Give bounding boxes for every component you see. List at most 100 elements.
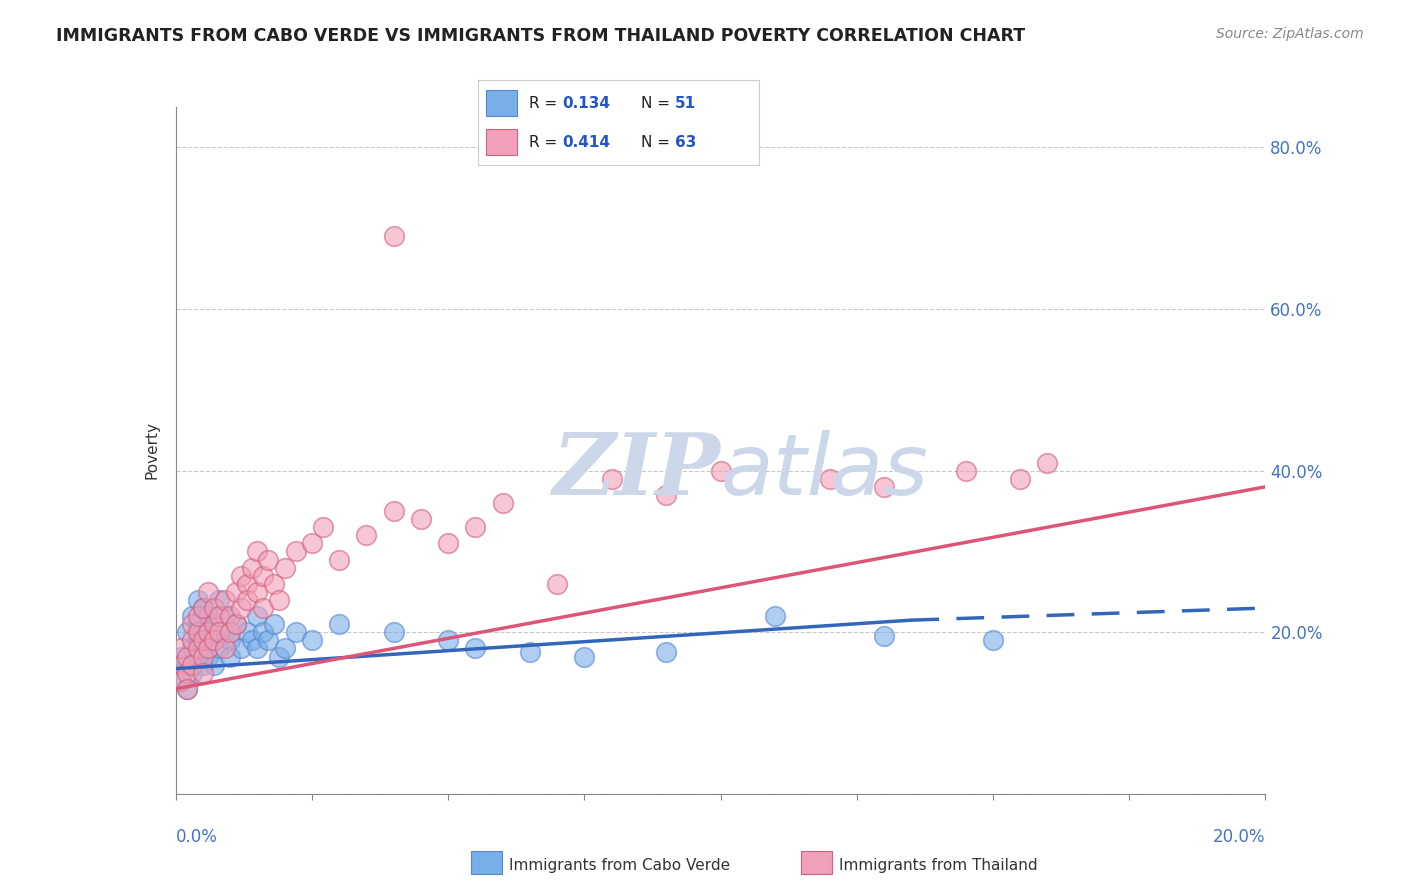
Text: 0.414: 0.414 (562, 135, 610, 150)
Point (214, 593, 236, 607)
Point (274, 560, 297, 574)
Point (519, 645, 541, 659)
Point (231, 601, 253, 615)
Point (1010, 472, 1032, 486)
Point (197, 625, 219, 640)
Text: 51: 51 (675, 95, 696, 111)
FancyBboxPatch shape (486, 129, 517, 155)
Point (246, 609, 269, 624)
Point (208, 609, 231, 624)
Point (464, 520, 486, 534)
Point (409, 512, 432, 526)
Point (170, 657, 193, 672)
Text: ZIP: ZIP (553, 429, 721, 513)
Point (246, 641, 269, 656)
Point (191, 601, 214, 615)
Text: 0.0%: 0.0% (176, 828, 218, 847)
Point (763, 609, 786, 624)
Point (197, 649, 219, 664)
Point (225, 585, 247, 599)
Point (1036, 456, 1059, 470)
Point (176, 681, 198, 696)
Point (252, 568, 274, 582)
Point (219, 609, 242, 624)
Point (655, 488, 678, 502)
Point (219, 649, 242, 664)
Point (181, 617, 204, 632)
Point (197, 585, 219, 599)
Point (246, 544, 269, 558)
Point (219, 625, 242, 640)
Point (235, 625, 257, 640)
Point (328, 552, 350, 566)
Point (181, 641, 204, 656)
Point (263, 576, 285, 591)
FancyBboxPatch shape (486, 90, 517, 116)
Point (208, 625, 231, 640)
Text: IMMIGRANTS FROM CABO VERDE VS IMMIGRANTS FROM THAILAND POVERTY CORRELATION CHART: IMMIGRANTS FROM CABO VERDE VS IMMIGRANTS… (56, 27, 1025, 45)
Point (312, 520, 335, 534)
Point (197, 609, 219, 624)
Point (382, 229, 405, 244)
Point (219, 633, 242, 648)
Point (873, 629, 896, 643)
Text: Source: ZipAtlas.com: Source: ZipAtlas.com (1216, 27, 1364, 41)
Point (269, 649, 291, 664)
Point (186, 641, 209, 656)
Point (269, 593, 291, 607)
Point (655, 645, 678, 659)
Point (181, 665, 204, 680)
Point (202, 601, 225, 615)
Point (208, 641, 231, 656)
Point (170, 641, 193, 656)
Text: 63: 63 (675, 135, 696, 150)
Text: R =: R = (529, 135, 562, 150)
Point (492, 496, 515, 510)
Point (257, 552, 280, 566)
Point (197, 633, 219, 648)
Point (328, 617, 350, 632)
Point (191, 625, 214, 640)
Point (191, 665, 214, 680)
Point (873, 480, 896, 494)
Text: Immigrants from Cabo Verde: Immigrants from Cabo Verde (509, 858, 730, 872)
Point (225, 617, 247, 632)
Point (202, 633, 225, 648)
Point (231, 641, 253, 656)
Point (546, 576, 568, 591)
Point (181, 657, 204, 672)
Point (231, 568, 253, 582)
Point (176, 625, 198, 640)
Point (382, 504, 405, 518)
Point (235, 593, 257, 607)
Point (191, 633, 214, 648)
Point (176, 649, 198, 664)
Point (235, 576, 257, 591)
Point (181, 609, 204, 624)
Point (202, 657, 225, 672)
Point (356, 528, 378, 542)
Point (257, 633, 280, 648)
Point (208, 593, 231, 607)
Point (301, 633, 323, 648)
Point (574, 649, 596, 664)
Point (263, 617, 285, 632)
Point (186, 633, 209, 648)
Point (170, 673, 193, 688)
Point (818, 472, 841, 486)
Point (225, 617, 247, 632)
Point (437, 536, 460, 550)
Point (437, 633, 460, 648)
Text: N =: N = (641, 95, 675, 111)
Point (176, 681, 198, 696)
Point (214, 609, 236, 624)
Point (600, 472, 623, 486)
Point (202, 617, 225, 632)
Point (301, 536, 323, 550)
Point (191, 649, 214, 664)
Text: 0.134: 0.134 (562, 95, 610, 111)
Point (176, 657, 198, 672)
Point (191, 601, 214, 615)
Point (464, 641, 486, 656)
Point (710, 464, 733, 478)
